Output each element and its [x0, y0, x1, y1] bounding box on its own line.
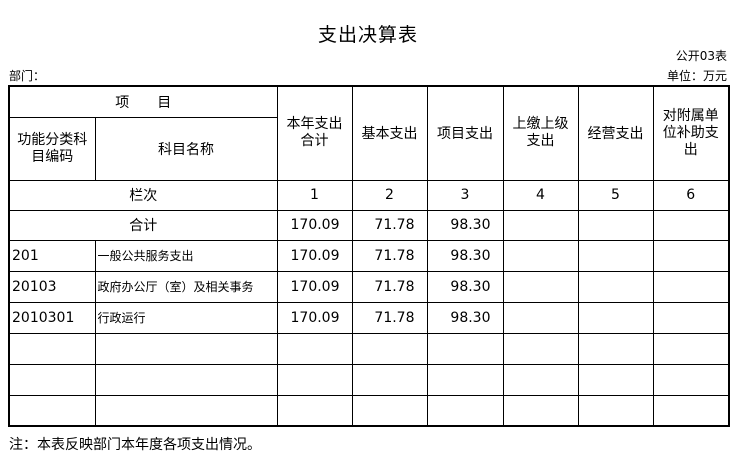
- cell: 71.78: [351, 239, 428, 272]
- cell: [502, 270, 579, 303]
- total-label: 合计: [8, 209, 278, 241]
- cell: [502, 209, 579, 241]
- cell: 98.30: [426, 209, 504, 241]
- row-name: 一般公共服务支出: [94, 239, 278, 272]
- cell: [502, 239, 579, 272]
- cell: [351, 363, 428, 396]
- cell: [652, 301, 730, 334]
- row-code: 20103: [8, 270, 96, 303]
- cell: [577, 332, 654, 365]
- unit-label: 单位：万元: [666, 69, 727, 83]
- cell: [577, 239, 654, 272]
- table-row: [8, 394, 730, 427]
- cell: [502, 394, 579, 427]
- cell: [276, 363, 353, 396]
- header-code: 功能分类科目编码: [8, 116, 96, 181]
- cell: [426, 332, 504, 365]
- table-row: 20103 政府办公厅（室）及相关事务 170.09 71.78 98.30: [8, 270, 730, 303]
- cell: 170.09: [276, 239, 353, 272]
- table-row: 2010301 行政运行 170.09 71.78 98.30: [8, 301, 730, 334]
- header-item: 项 目: [8, 85, 278, 118]
- cell: [276, 332, 353, 365]
- row-name: [94, 363, 278, 396]
- table-row: [8, 363, 730, 396]
- header-col-2: 基本支出: [351, 85, 428, 181]
- page-title: 支出决算表: [317, 24, 418, 46]
- cell: 4: [502, 179, 579, 211]
- row-name: [94, 332, 278, 365]
- row-code: [8, 332, 96, 365]
- cell: [577, 394, 654, 427]
- table-row: [8, 332, 730, 365]
- header-col-4: 上缴上级支出: [502, 85, 579, 181]
- cell: [652, 332, 730, 365]
- expenditure-table: 项 目 本年支出合计 基本支出 项目支出 上缴上级支出 经营支出 对附属单位补助…: [8, 85, 730, 427]
- cell: [426, 363, 504, 396]
- total-row: 合计 170.09 71.78 98.30: [8, 209, 730, 241]
- cell: [426, 394, 504, 427]
- table-row: 201 一般公共服务支出 170.09 71.78 98.30: [8, 239, 730, 272]
- column-index-row: 栏次 1 2 3 4 5 6: [8, 179, 730, 211]
- cell: [502, 332, 579, 365]
- cell: 170.09: [276, 301, 353, 334]
- cell: [652, 209, 730, 241]
- form-number: 公开03表: [675, 49, 727, 63]
- cell: [652, 363, 730, 396]
- cell: 98.30: [426, 270, 504, 303]
- cell: [502, 301, 579, 334]
- cell: [577, 209, 654, 241]
- cell: 1: [276, 179, 353, 211]
- cell: 71.78: [351, 301, 428, 334]
- cell: 170.09: [276, 270, 353, 303]
- cell: [652, 239, 730, 272]
- cell: 170.09: [276, 209, 353, 241]
- cell: [652, 270, 730, 303]
- cell: [652, 394, 730, 427]
- cell: [577, 270, 654, 303]
- cell: 71.78: [351, 209, 428, 241]
- row-name: [94, 394, 278, 427]
- footnote: 注：本表反映部门本年度各项支出情况。: [9, 437, 261, 453]
- cell: 6: [652, 179, 730, 211]
- row-code: 2010301: [8, 301, 96, 334]
- row-name: 政府办公厅（室）及相关事务: [94, 270, 278, 303]
- cell: 98.30: [426, 239, 504, 272]
- header-col-1: 本年支出合计: [276, 85, 353, 181]
- cell: [577, 363, 654, 396]
- cell: 98.30: [426, 301, 504, 334]
- header-col-5: 经营支出: [577, 85, 654, 181]
- column-index-label: 栏次: [8, 179, 278, 211]
- cell: [351, 394, 428, 427]
- cell: 71.78: [351, 270, 428, 303]
- header-col-6: 对附属单位补助支出: [652, 85, 730, 181]
- cell: [351, 332, 428, 365]
- row-code: [8, 394, 96, 427]
- cell: [502, 363, 579, 396]
- row-code: 201: [8, 239, 96, 272]
- department-label: 部门：: [9, 69, 46, 83]
- cell: [577, 301, 654, 334]
- cell: 5: [577, 179, 654, 211]
- row-code: [8, 363, 96, 396]
- cell: 2: [351, 179, 428, 211]
- row-name: 行政运行: [94, 301, 278, 334]
- header-name: 科目名称: [94, 116, 278, 181]
- cell: [276, 394, 353, 427]
- header-col-3: 项目支出: [426, 85, 504, 181]
- cell: 3: [426, 179, 504, 211]
